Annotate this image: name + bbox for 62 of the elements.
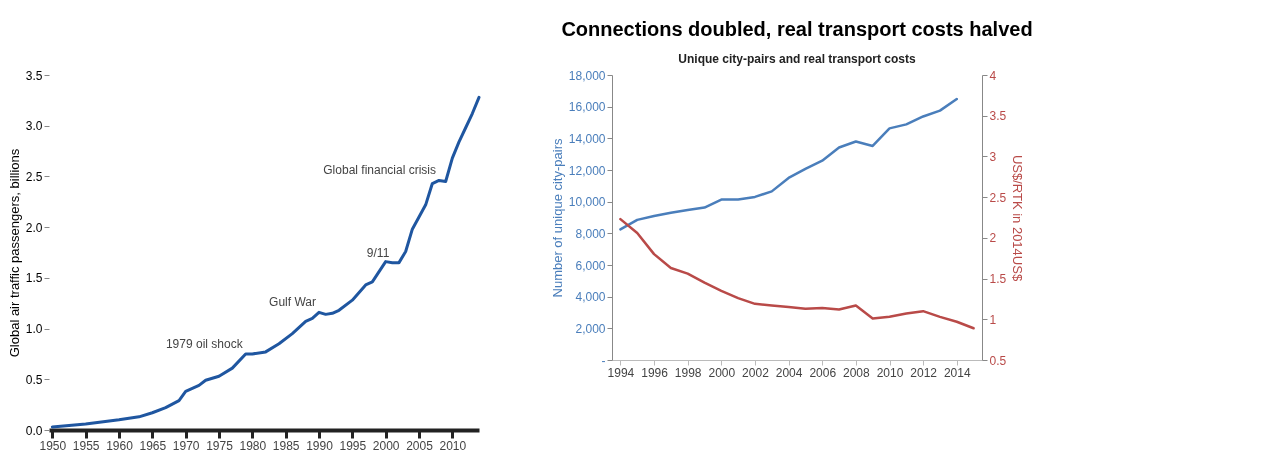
x-tick-label: 1975 (206, 438, 234, 453)
x-tick-label: 2005 (406, 438, 434, 453)
x-tick-label: 1990 (306, 438, 334, 453)
x-tick-label: 1960 (106, 438, 134, 453)
y2-tick-label: 4 (989, 68, 997, 83)
x-tick-label: 1998 (674, 365, 702, 380)
y-tick-label: 3.5 (25, 68, 43, 83)
x-tick-label: 1995 (339, 438, 367, 453)
y2-tick-label: 1.5 (989, 272, 1007, 287)
y-tick-label: 16,000 (568, 100, 606, 115)
x-tick-label: 1994 (607, 365, 635, 380)
x-tick-label: 2010 (876, 365, 904, 380)
y-tick-label: 12,000 (568, 163, 606, 178)
x-tick-label: 2002 (742, 365, 770, 380)
y2-axis-title: US$/RTK in 2014US$ (1010, 154, 1026, 282)
y-tick-label: 6,000 (575, 258, 606, 273)
x-tick-label: 2004 (775, 365, 803, 380)
x-tick-label: 1955 (72, 438, 100, 453)
x-tick-label: 2010 (439, 438, 467, 453)
annotation: Global financial crisis (323, 163, 436, 178)
annotation: Gulf War (269, 295, 316, 310)
y-axis-title: Number of unique city-pairs (549, 138, 565, 298)
y-tick-label: 1.0 (25, 322, 43, 337)
x-tick-label: 1980 (239, 438, 267, 453)
x-tick-label: 1996 (641, 365, 669, 380)
y-tick-label: - (601, 353, 606, 368)
y-tick-label: 2.0 (25, 220, 43, 235)
y2-tick-label: 2.5 (989, 190, 1007, 205)
chart-subtitle: Unique city-pairs and real transport costs (678, 52, 917, 66)
y-tick-label: 2.5 (25, 169, 43, 184)
x-tick-label: 2006 (809, 365, 837, 380)
x-tick-label: 2008 (843, 365, 871, 380)
y-tick-label: 18,000 (568, 68, 606, 83)
x-tick-label: 2000 (708, 365, 736, 380)
y2-tick-label: 0.5 (989, 353, 1007, 368)
y-tick-label: 0.5 (25, 372, 43, 387)
chart-title: Connections doubled, real transport costs halved (561, 18, 1033, 40)
line-series (619, 217, 975, 330)
y-tick-label: 4,000 (575, 290, 606, 305)
y2-tick-label: 3 (989, 149, 997, 164)
x-tick-label: 1970 (172, 438, 200, 453)
y-tick-label: 3.0 (25, 119, 43, 134)
y2-tick-label: 2 (989, 231, 997, 246)
x-tick-label: 2014 (943, 365, 971, 380)
y-tick-label: 0.0 (25, 423, 43, 438)
y2-tick-label: 1 (989, 312, 997, 327)
y-tick-label: 8,000 (575, 226, 606, 241)
x-tick-label: 2000 (372, 438, 400, 453)
line-series (50, 95, 481, 429)
annotation: 1979 oil shock (165, 336, 244, 351)
y-tick-label: 14,000 (568, 131, 606, 146)
annotation: 9/11 (366, 245, 390, 260)
x-tick-label: 1965 (139, 438, 167, 453)
y-tick-label: 1.5 (25, 271, 43, 286)
y-axis-title: Global air traffic passengers, billions (6, 148, 22, 358)
y-tick-label: 2,000 (575, 321, 606, 336)
y2-tick-label: 3.5 (989, 109, 1007, 124)
y-tick-label: 10,000 (568, 195, 606, 210)
x-tick-label: 2012 (910, 365, 938, 380)
line-series (619, 97, 959, 231)
x-tick-label: 1950 (39, 438, 67, 453)
x-tick-label: 1985 (272, 438, 300, 453)
